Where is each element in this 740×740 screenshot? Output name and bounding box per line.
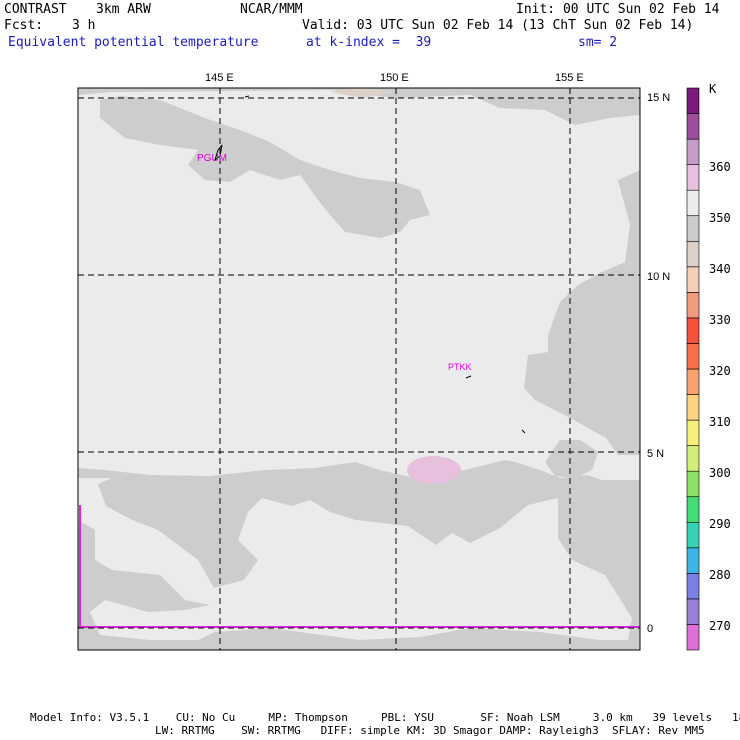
organization: NCAR/MMM	[240, 2, 303, 17]
lon-label-155e: 155 E	[555, 72, 584, 84]
colorbar-swatch	[686, 164, 700, 191]
theta-e-warm-patch-south	[278, 540, 325, 566]
theta-e-360-anomaly	[407, 456, 461, 484]
colorbar-swatch	[686, 215, 700, 242]
valid-time: Valid: 03 UTC Sun 02 Feb 14 (13 ChT Sun …	[302, 18, 694, 33]
station-pgum: PGUM	[197, 153, 227, 164]
lat-label-10n: 10 N	[647, 271, 670, 283]
colorbar-label-280: 280	[709, 568, 731, 582]
lon-label-150e: 150 E	[380, 72, 409, 84]
colorbar-swatch	[686, 598, 700, 625]
colorbar-swatch	[686, 419, 700, 446]
model-name: CONTRAST	[4, 2, 67, 17]
station-ptkk: PTKK	[448, 362, 472, 372]
model-info-line1: Model Info: V3.5.1 CU: No Cu MP: Thompso…	[30, 711, 740, 724]
map-panel: PGUM PTKK	[77, 87, 641, 651]
colorbar-swatch	[686, 445, 700, 472]
colorbar-swatch	[686, 292, 700, 319]
colorbar-swatch	[686, 470, 700, 498]
colorbar-label-340: 340	[709, 262, 731, 276]
colorbar-label-330: 330	[709, 313, 731, 327]
forecast-hour: 3 h	[72, 18, 96, 33]
chuuk-coastline	[465, 375, 472, 379]
lat-label-5n: 5 N	[647, 448, 664, 460]
field-name: Equivalent potential temperature	[8, 35, 259, 50]
colorbar-unit: K	[709, 82, 717, 96]
smoothing-info: sm= 2	[578, 35, 618, 50]
colorbar-swatch	[686, 521, 700, 549]
map-frame	[77, 87, 641, 651]
colorbar-label-360: 360	[709, 160, 731, 174]
guam-coastline	[214, 144, 223, 162]
pohnpei-coastline	[521, 429, 526, 434]
colorbar-swatch	[686, 547, 700, 574]
colorbar-label-290: 290	[709, 517, 731, 531]
colorbar-swatch	[686, 343, 700, 370]
saipan-coastline	[244, 95, 250, 98]
model-info-line2: LW: RRTMG SW: RRTMG DIFF: simple KM: 3D …	[155, 724, 705, 737]
colorbar-swatch	[686, 317, 700, 344]
model-resolution: 3km ARW	[96, 2, 151, 17]
forecast-label: Fcst:	[4, 18, 44, 33]
lat-label-15n: 15 N	[647, 92, 670, 104]
init-time: Init: 00 UTC Sun 02 Feb 14	[516, 2, 720, 17]
colorbar-label-300: 300	[709, 466, 731, 480]
colorbar-swatch	[686, 496, 700, 523]
colorbar-swatch	[686, 138, 700, 165]
theta-e-cool-patch-north	[100, 96, 430, 238]
colorbar-swatch	[686, 624, 700, 651]
colorbar-label-270: 270	[709, 619, 731, 633]
colorbar-swatch	[686, 87, 700, 114]
lat-label-0: 0	[647, 623, 653, 635]
theta-e-cool-patch-east	[545, 440, 598, 478]
colorbar-swatch	[686, 189, 700, 217]
colorbar-swatch	[686, 266, 700, 293]
lon-label-145e: 145 E	[205, 72, 234, 84]
colorbar-swatch	[686, 113, 700, 140]
theta-e-cool-patch-top	[330, 88, 395, 98]
colorbar-swatch	[686, 394, 700, 421]
colorbar-label-350: 350	[709, 211, 731, 225]
colorbar-label-310: 310	[709, 415, 731, 429]
colorbar-label-320: 320	[709, 364, 731, 378]
colorbar-swatch	[686, 368, 700, 395]
colorbar-swatch	[686, 573, 700, 600]
level-info: at k-index = 39	[306, 35, 432, 50]
colorbar-swatch	[686, 240, 700, 268]
theta-e-350-360-region	[78, 90, 640, 640]
colorbar	[686, 87, 700, 651]
